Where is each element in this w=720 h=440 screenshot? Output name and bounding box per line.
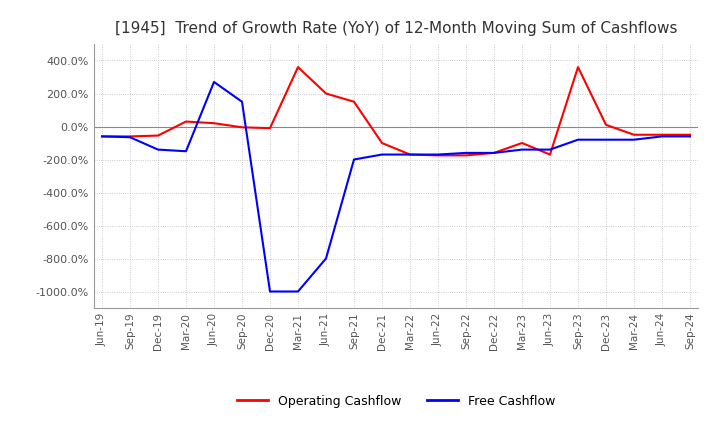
Free Cashflow	[181, 149, 190, 154]
Free Cashflow	[574, 137, 582, 143]
Operating Cashflow	[238, 125, 246, 130]
Operating Cashflow	[546, 152, 554, 157]
Operating Cashflow	[294, 64, 302, 70]
Operating Cashflow	[378, 140, 387, 146]
Operating Cashflow	[405, 152, 414, 157]
Free Cashflow	[630, 137, 639, 143]
Operating Cashflow	[266, 125, 274, 131]
Line: Free Cashflow: Free Cashflow	[102, 82, 690, 292]
Operating Cashflow	[181, 119, 190, 124]
Free Cashflow	[657, 134, 666, 139]
Free Cashflow	[462, 150, 470, 156]
Operating Cashflow	[153, 133, 162, 138]
Legend: Operating Cashflow, Free Cashflow: Operating Cashflow, Free Cashflow	[232, 390, 560, 413]
Operating Cashflow	[518, 140, 526, 146]
Line: Operating Cashflow: Operating Cashflow	[102, 67, 690, 155]
Operating Cashflow	[322, 91, 330, 96]
Free Cashflow	[350, 157, 359, 162]
Free Cashflow	[546, 147, 554, 152]
Operating Cashflow	[630, 132, 639, 137]
Free Cashflow	[210, 79, 218, 84]
Free Cashflow	[433, 152, 442, 157]
Operating Cashflow	[462, 153, 470, 158]
Operating Cashflow	[433, 153, 442, 158]
Free Cashflow	[322, 256, 330, 261]
Free Cashflow	[294, 289, 302, 294]
Free Cashflow	[153, 147, 162, 152]
Operating Cashflow	[602, 122, 611, 128]
Operating Cashflow	[350, 99, 359, 104]
Free Cashflow	[685, 134, 694, 139]
Operating Cashflow	[126, 134, 135, 139]
Free Cashflow	[378, 152, 387, 157]
Free Cashflow	[518, 147, 526, 152]
Operating Cashflow	[685, 132, 694, 137]
Free Cashflow	[490, 150, 498, 156]
Free Cashflow	[405, 152, 414, 157]
Operating Cashflow	[210, 121, 218, 126]
Operating Cashflow	[657, 132, 666, 137]
Free Cashflow	[266, 289, 274, 294]
Free Cashflow	[238, 99, 246, 104]
Free Cashflow	[126, 135, 135, 140]
Operating Cashflow	[490, 150, 498, 156]
Title: [1945]  Trend of Growth Rate (YoY) of 12-Month Moving Sum of Cashflows: [1945] Trend of Growth Rate (YoY) of 12-…	[114, 21, 678, 36]
Operating Cashflow	[98, 134, 107, 139]
Free Cashflow	[98, 134, 107, 139]
Free Cashflow	[602, 137, 611, 143]
Operating Cashflow	[574, 64, 582, 70]
